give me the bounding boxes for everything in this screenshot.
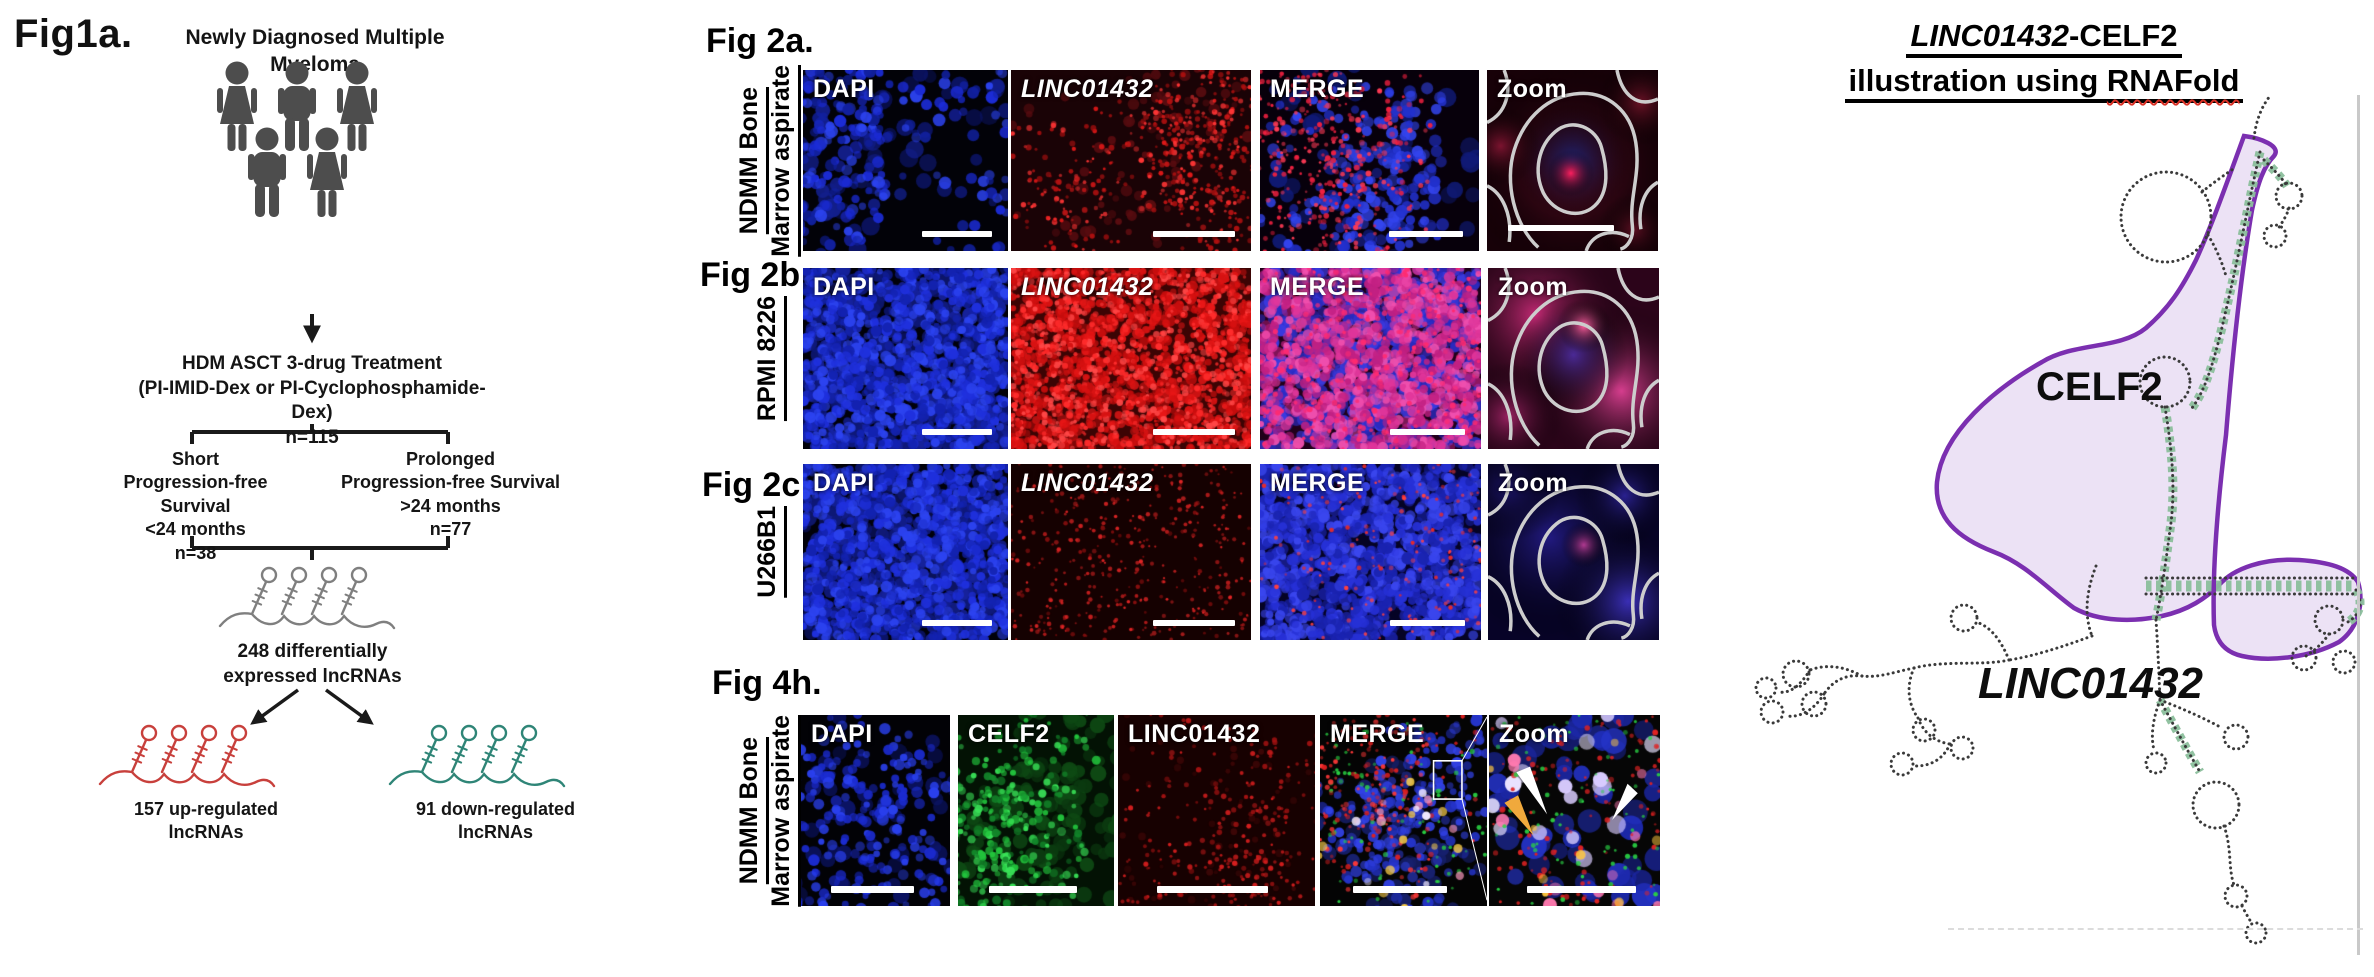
panel-label: MERGE [1270, 469, 1364, 498]
scale-bar [1390, 429, 1465, 435]
a-rich-loop [2121, 172, 2211, 262]
sample-side-label-line: NDMM Bone [735, 87, 764, 234]
micro-panel-merge: MERGE [1260, 70, 1479, 251]
sample-side-label: RPMI 8226 [741, 268, 793, 449]
panel-label: LINC01432 [1021, 273, 1153, 302]
page-edge-line [2357, 95, 2360, 955]
micro-panel-zoom: Zoom [1488, 464, 1659, 640]
micro-panel-merge: MERGE [1320, 715, 1487, 906]
celf2-label: CELF2 [2036, 365, 2163, 409]
micro-panel-dapi: DAPI [803, 70, 1008, 251]
scale-bar [831, 886, 914, 893]
scale-bar [1153, 429, 1235, 435]
scale-bar [1153, 231, 1235, 237]
panel-label: LINC01432 [1021, 469, 1153, 498]
sample-side-label-line: RPMI 8226 [753, 296, 782, 421]
panel-label: LINC01432 [1021, 75, 1153, 104]
micro-panel-linc01432: LINC01432 [1011, 464, 1251, 640]
panel-label: MERGE [1330, 720, 1424, 749]
scale-bar [1389, 231, 1463, 237]
panel-label: LINC01432 [1128, 720, 1260, 749]
scale-bar [1153, 620, 1235, 626]
scale-bar [1527, 886, 1636, 893]
micro-panel-dapi: DAPI [803, 268, 1008, 449]
micro-panel-linc01432: LINC01432 [1118, 715, 1315, 906]
micro-panel-celf2: CELF2 [958, 715, 1114, 906]
panel-label: DAPI [813, 75, 875, 104]
scale-bar [922, 231, 992, 237]
panel-label: Zoom [1497, 75, 1567, 104]
micro-panel-zoom: Zoom [1488, 268, 1659, 449]
linc01432-label: LINC01432 [1978, 659, 2204, 708]
scale-bar [1508, 225, 1614, 231]
sample-side-label: U266B1 [741, 464, 793, 640]
slide-guide-line [1948, 928, 2363, 930]
panel-label: Zoom [1498, 273, 1568, 302]
micro-panel-zoom: Zoom [1489, 715, 1660, 906]
panel-label: Zoom [1498, 469, 1568, 498]
sample-side-label-line: Marrow aspirate [767, 715, 796, 907]
panel-label: DAPI [811, 720, 873, 749]
sample-side-label: NDMM Bone Marrow aspirate [731, 70, 799, 251]
micro-panel-merge: MERGE [1260, 268, 1481, 449]
rnafold-illustration: LINC01432-CELF2 illustration using RNAFo… [1744, 0, 2374, 977]
scale-bar [922, 429, 992, 435]
orange-arrowhead-icon [1504, 795, 1533, 835]
scale-bar [1390, 620, 1465, 626]
micro-panel-dapi: DAPI [801, 715, 950, 906]
micro-panel-linc01432: LINC01432 [1011, 268, 1251, 449]
panel-label: MERGE [1270, 273, 1364, 302]
zoom-inset-box [1434, 761, 1462, 799]
sample-side-label-line: Marrow aspirate [767, 65, 796, 257]
micro-panel-merge: MERGE [1260, 464, 1481, 640]
scale-bar [922, 620, 992, 626]
panel-label: Zoom [1499, 720, 1569, 749]
sample-side-label-line: U266B1 [753, 506, 782, 598]
microscopy-figures: Fig 2a. NDMM Bone Marrow aspirate DAPI LINC0… [0, 0, 1720, 977]
sample-side-label: NDMM Bone Marrow aspirate [731, 715, 799, 906]
white-arrowhead-icon [1612, 784, 1638, 820]
panel-label: MERGE [1270, 75, 1364, 104]
panel-label: DAPI [813, 273, 875, 302]
panel-label: DAPI [813, 469, 875, 498]
micro-panel-linc01432: LINC01432 [1011, 70, 1251, 251]
micro-panel-dapi: DAPI [803, 464, 1008, 640]
scale-bar [1157, 886, 1267, 893]
scale-bar [1353, 886, 1447, 893]
fig-row-label: Fig 2a. [706, 22, 814, 61]
figure-canvas: Fig1a. Newly Diagnosed Multiple Myeloma [0, 0, 2374, 977]
fig-row-label: Fig 4h. [712, 664, 822, 703]
micro-panel-zoom: Zoom [1487, 70, 1658, 251]
scale-bar [989, 886, 1076, 893]
panel-label: CELF2 [968, 720, 1050, 749]
rnafold-structure: CELF2 LINC01432 [1744, 10, 2374, 967]
sample-side-label-line: NDMM Bone [735, 737, 764, 884]
